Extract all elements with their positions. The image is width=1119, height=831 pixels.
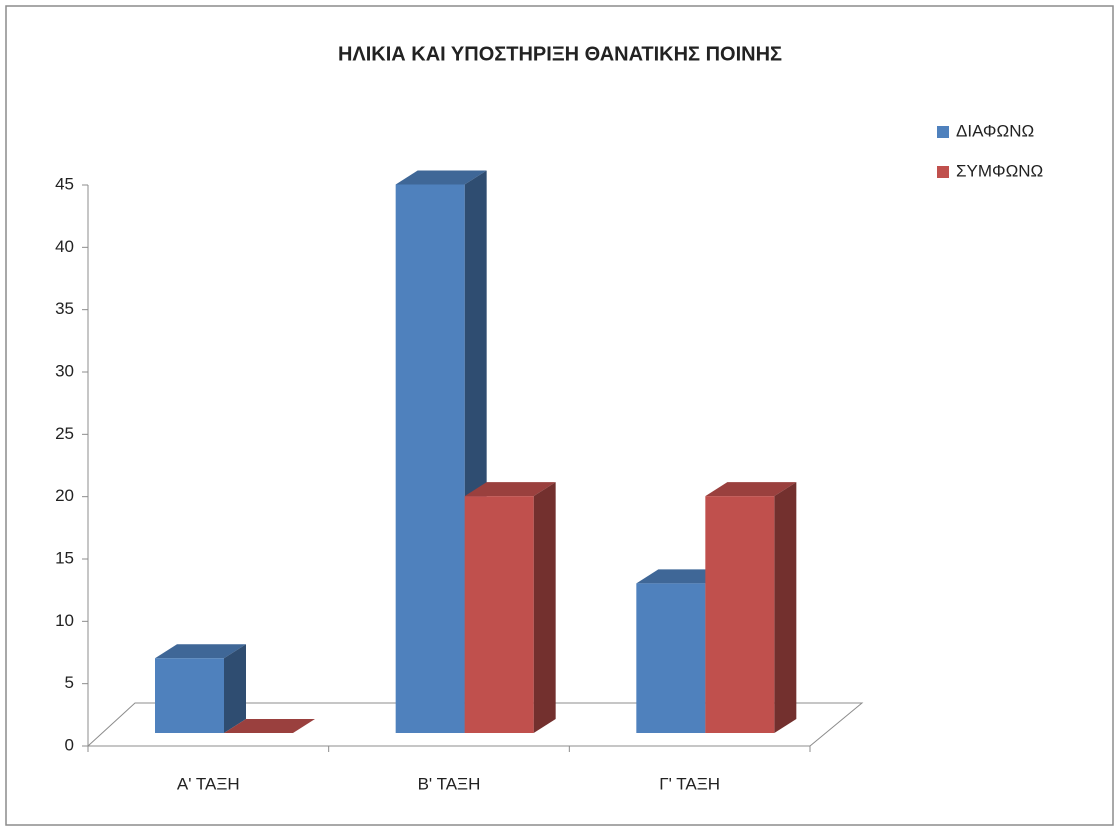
- y-tick-label: 15: [55, 548, 74, 567]
- y-tick-label: 0: [65, 735, 74, 754]
- legend-swatch: [937, 126, 949, 138]
- bar-face: [464, 496, 534, 733]
- bar-face: [155, 644, 246, 659]
- bar-face: [224, 719, 315, 733]
- x-tick-label: Β' ΤΑΞΗ: [418, 774, 481, 793]
- y-tick-label: 10: [55, 611, 74, 630]
- bar-face: [533, 482, 556, 733]
- bar: [224, 719, 315, 733]
- bar-face: [224, 644, 246, 733]
- bar-face: [395, 184, 465, 733]
- bar: [155, 644, 246, 733]
- x-tick-label: Γ' ΤΑΞΗ: [659, 774, 720, 793]
- y-tick-label: 20: [55, 486, 74, 505]
- bar-face: [155, 658, 224, 733]
- legend-label: ΣΥΜΦΩΝΩ: [956, 161, 1043, 180]
- bar: [705, 482, 797, 733]
- legend-label: ΔΙΑΦΩΝΩ: [956, 121, 1034, 140]
- y-tick-label: 45: [55, 174, 74, 193]
- bar: [464, 482, 556, 733]
- bar-face: [636, 583, 706, 733]
- legend-swatch: [937, 166, 949, 178]
- bar-face: [705, 496, 775, 733]
- bar-face: [705, 482, 797, 497]
- y-tick-label: 25: [55, 424, 74, 443]
- y-tick-label: 5: [65, 673, 74, 692]
- chart-title: ΗΛΙΚΙΑ ΚΑΙ ΥΠΟΣΤΗΡΙΞΗ ΘΑΝΑΤΙΚΗΣ ΠΟΙΝΗΣ: [338, 43, 782, 65]
- x-tick-label: Α' ΤΑΞΗ: [177, 774, 240, 793]
- bar-face: [774, 482, 797, 733]
- y-tick-label: 35: [55, 299, 74, 318]
- bar-face: [395, 170, 487, 185]
- bar-face: [464, 482, 556, 497]
- y-tick-label: 40: [55, 237, 74, 256]
- bar-face: [636, 569, 728, 584]
- y-tick-label: 30: [55, 361, 74, 380]
